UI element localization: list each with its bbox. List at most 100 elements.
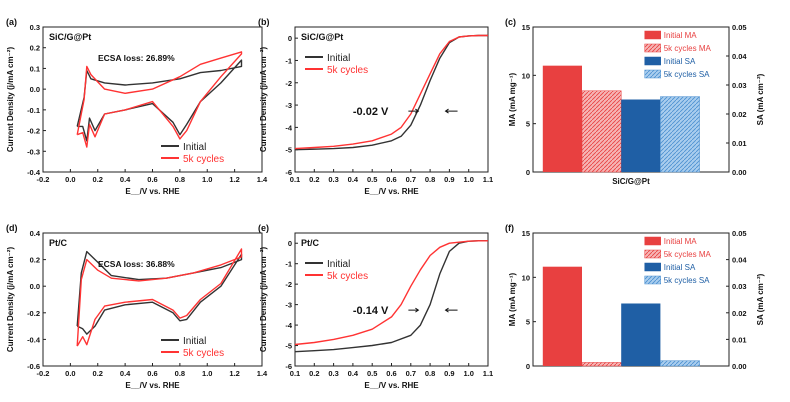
y2-tick-label: 0.02 xyxy=(732,110,747,119)
ecsa-loss-label: ECSA loss: 26.89% xyxy=(98,53,175,63)
legend-entry: Initial SA xyxy=(664,57,696,66)
bar-initial-sa xyxy=(621,303,661,366)
sample-label: SiC/G@Pt xyxy=(301,32,343,42)
legend-entry: 5k cycles xyxy=(327,65,368,76)
plot-frame xyxy=(294,232,489,367)
series-line-initial xyxy=(76,59,243,142)
bar-initial-ma xyxy=(542,266,582,366)
series-line-5k-cycles xyxy=(76,51,243,148)
potential-shift-label: -0.14 V xyxy=(353,305,389,317)
x-tick-label: 0.8 xyxy=(175,369,185,378)
legend-entry: 5k cycles xyxy=(327,271,368,282)
legend-entry: Initial xyxy=(327,53,350,64)
category-label: SiC/G@Pt xyxy=(612,177,650,186)
x-tick-label: 0.6 xyxy=(147,369,157,378)
x-tick-label: 1.4 xyxy=(257,175,268,184)
y-tick-label: 0.2 xyxy=(30,256,40,265)
y2-tick-label: 0.03 xyxy=(732,81,747,90)
panel-label: (e) xyxy=(258,223,269,233)
y-tick-label: -5 xyxy=(285,342,292,351)
y2-tick-label: 0.01 xyxy=(732,335,747,344)
y-axis-label: MA (mA mg⁻¹) xyxy=(508,272,517,326)
x-tick-label: 0.6 xyxy=(386,369,396,378)
legend-entry: Initial SA xyxy=(664,263,696,272)
y2-axis-label: SA (mA cm⁻²) xyxy=(756,273,765,325)
x-tick-label: 0.2 xyxy=(309,369,319,378)
y-tick-label: -4 xyxy=(285,123,292,132)
y-tick-label: -0.2 xyxy=(27,127,40,136)
x-tick-label: 0.9 xyxy=(444,369,454,378)
y-tick-label: 0.0 xyxy=(30,85,40,94)
x-tick-label: 0.6 xyxy=(147,175,157,184)
y-tick-label: -1 xyxy=(285,260,292,269)
y2-tick-label: 0.03 xyxy=(732,282,747,291)
series-line-initial xyxy=(294,240,488,353)
legend-swatch xyxy=(644,30,661,40)
y2-tick-label: 0.04 xyxy=(732,52,747,61)
x-tick-label: 0.3 xyxy=(328,175,338,184)
legend-entry: Initial xyxy=(183,336,206,347)
series-line-5k-cycles xyxy=(294,34,488,150)
x-tick-label: 0.8 xyxy=(175,175,185,184)
y2-tick-label: 0.05 xyxy=(732,229,747,238)
shift-arrow-left xyxy=(444,307,458,313)
y-axis-label: Current Density (j/mA cm⁻²) xyxy=(259,247,268,353)
y-axis-label: Current Density (j/mA cm⁻²) xyxy=(6,247,15,353)
x-tick-label: 1.0 xyxy=(202,175,212,184)
y-tick-label: 0.2 xyxy=(30,44,40,53)
legend-entry: Initial xyxy=(327,259,350,270)
bar-initial-ma xyxy=(542,65,582,172)
x-tick-label: 1.0 xyxy=(463,175,473,184)
y-tick-label: 10 xyxy=(522,71,530,80)
y2-tick-label: 0.00 xyxy=(732,168,747,177)
y-tick-label: 0 xyxy=(526,362,530,371)
y-tick-label: -5 xyxy=(285,146,292,155)
bar-5k-cycles-sa xyxy=(660,96,700,173)
x-axis-label: E__/V vs. RHE xyxy=(364,381,419,390)
panel-label: (f) xyxy=(505,223,514,233)
sample-label: Pt/C xyxy=(49,238,68,248)
y2-tick-label: 0.02 xyxy=(732,309,747,318)
shift-arrow-left xyxy=(444,108,458,114)
x-tick-label: 0.4 xyxy=(120,369,131,378)
x-tick-label: 0.5 xyxy=(367,175,377,184)
legend-entry: Initial MA xyxy=(664,31,698,40)
x-tick-label: 0.9 xyxy=(444,175,454,184)
panel-label: (c) xyxy=(505,17,516,27)
x-tick-label: 0.2 xyxy=(309,175,319,184)
x-tick-label: 1.0 xyxy=(463,369,473,378)
panel-label: (a) xyxy=(6,17,17,27)
series-line-initial xyxy=(294,34,488,151)
panel-label: (b) xyxy=(258,17,270,27)
y-tick-label: 0 xyxy=(288,34,292,43)
x-tick-label: 1.2 xyxy=(229,369,239,378)
legend-entry: Initial MA xyxy=(664,237,698,246)
legend-entry: 5k cycles SA xyxy=(664,276,710,285)
legend-swatch xyxy=(644,262,661,272)
shift-arrow-right xyxy=(408,307,420,313)
x-tick-label: 0.3 xyxy=(328,369,338,378)
panel-label: (d) xyxy=(6,223,18,233)
y2-axis-label: SA (mA cm⁻²) xyxy=(756,73,765,125)
x-tick-label: 0.4 xyxy=(348,175,359,184)
x-tick-label: -0.2 xyxy=(37,175,50,184)
y-tick-label: -2 xyxy=(285,280,292,289)
x-tick-label: 0.1 xyxy=(290,175,300,184)
legend-swatch xyxy=(644,69,661,79)
y-tick-label: 15 xyxy=(522,23,530,32)
x-axis-label: E__/V vs. RHE xyxy=(125,187,180,196)
y2-tick-label: 0.04 xyxy=(732,256,747,265)
y-tick-label: -6 xyxy=(285,362,292,371)
sample-label: Pt/C xyxy=(301,238,320,248)
legend-entry: Initial xyxy=(183,142,206,153)
x-tick-label: 0.7 xyxy=(406,175,416,184)
potential-shift-label: -0.02 V xyxy=(353,106,389,118)
y-axis-label: Current Density (j/mA cm⁻²) xyxy=(6,47,15,153)
y2-tick-label: 0.01 xyxy=(732,139,747,148)
y-tick-label: 0.0 xyxy=(30,282,40,291)
legend-entry: 5k cycles MA xyxy=(664,44,712,53)
x-tick-label: 0.6 xyxy=(386,175,396,184)
y-tick-label: -2 xyxy=(285,79,292,88)
y-tick-label: -0.3 xyxy=(27,147,40,156)
